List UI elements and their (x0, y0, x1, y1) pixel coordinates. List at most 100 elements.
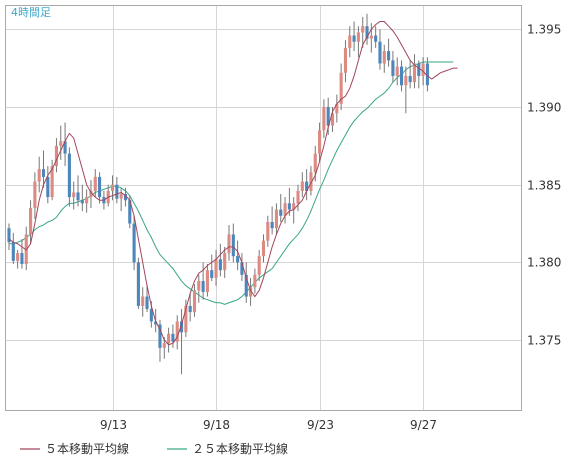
candle-up (110, 184, 115, 191)
candle-down (210, 270, 214, 278)
candle-down (136, 262, 140, 306)
candle-down (305, 181, 309, 191)
legend-ma5-label: ５本移動平均線 (45, 441, 129, 456)
candle-down (132, 223, 136, 263)
candle-down (326, 107, 330, 126)
ma25-line-layer (9, 61, 454, 305)
candle-up (249, 287, 253, 297)
candle-up (59, 141, 63, 146)
candle-down (391, 60, 395, 76)
candle-up (343, 47, 348, 73)
candle-up (257, 256, 261, 275)
candle-down (374, 35, 378, 42)
candle-down (417, 63, 421, 76)
candle-up (89, 190, 93, 198)
candle-down (287, 203, 291, 210)
candle-up (300, 181, 304, 191)
candle-down (158, 324, 162, 348)
candle-down (11, 242, 15, 261)
candle-down (270, 221, 274, 229)
candles (7, 13, 429, 375)
candle-up (167, 333, 171, 344)
candle-up (330, 113, 335, 126)
candle-up (361, 26, 365, 33)
x-tick-label: 9/13 (100, 418, 127, 432)
candle-down (67, 153, 71, 198)
candle-up (421, 63, 425, 76)
candle-down (425, 63, 429, 86)
candle-down (244, 274, 248, 297)
candle-up (292, 203, 296, 210)
candle-up (266, 221, 270, 241)
candle-down (352, 35, 356, 42)
candle-down (171, 333, 175, 342)
candle-up (197, 281, 201, 291)
candle-down (63, 141, 67, 154)
candle-down (128, 200, 132, 224)
candle-down (236, 256, 240, 263)
plot-frame (5, 5, 522, 411)
candle-down (145, 296, 149, 309)
x-tick-label: 9/27 (410, 418, 437, 432)
y-tick-label: 1.380 (527, 256, 561, 270)
candle-down (365, 26, 369, 39)
candle-down (378, 41, 382, 64)
candle-down (80, 200, 84, 204)
candle-down (154, 321, 158, 325)
y-tick-label: 1.375 (527, 334, 561, 348)
candle-up (50, 166, 54, 198)
y-tick-label: 1.390 (527, 101, 561, 115)
candle-down (399, 66, 404, 86)
candle-up (227, 234, 231, 254)
candle-down (7, 228, 11, 243)
candle-down (387, 51, 391, 61)
candle-up (141, 296, 145, 306)
candle-down (408, 75, 412, 83)
candle-up (29, 208, 33, 235)
candle-up (382, 51, 386, 64)
candle-down (46, 176, 50, 198)
candle-up (33, 181, 37, 208)
candle-up (335, 103, 339, 114)
y-axis-ticks: 1.375 1.380 1.385 1.390 1.395 (527, 23, 561, 348)
candle-up (356, 32, 360, 42)
candle-up (395, 66, 399, 76)
candle-up (253, 274, 257, 288)
candle-up (184, 305, 188, 333)
x-axis-ticks: 9/13 9/18 9/23 9/27 (100, 418, 437, 432)
grid (6, 6, 521, 410)
candle-up (162, 343, 166, 348)
chart-title: 4時間足 (11, 6, 51, 19)
candle-up (348, 35, 352, 48)
y-tick-label: 1.385 (527, 179, 561, 193)
candle-up (404, 75, 408, 86)
candle-up (296, 190, 300, 204)
candle-down (76, 192, 80, 201)
candle-up (274, 209, 278, 229)
candle-down (149, 309, 153, 322)
y-tick-label: 1.395 (527, 23, 561, 37)
candle-down (20, 253, 24, 264)
candle-up (175, 321, 179, 342)
candle-up (214, 259, 218, 278)
candle-up (369, 35, 373, 39)
candle-up (119, 194, 123, 199)
candle-down (279, 209, 283, 216)
candle-down (201, 281, 205, 292)
candle-up (339, 72, 343, 104)
candle-down (218, 259, 222, 271)
ma25-line (9, 61, 454, 305)
candle-up (309, 172, 313, 191)
candle-up (85, 197, 89, 204)
candle-down (231, 234, 235, 257)
candle-down (188, 305, 192, 313)
candle-down (98, 176, 102, 198)
x-tick-label: 9/23 (307, 418, 334, 432)
candle-down (115, 184, 119, 199)
candle-up (313, 153, 317, 173)
candle-up (16, 253, 20, 261)
ma5-line (8, 21, 458, 346)
candle-up (261, 240, 266, 257)
candle-up (54, 145, 59, 167)
